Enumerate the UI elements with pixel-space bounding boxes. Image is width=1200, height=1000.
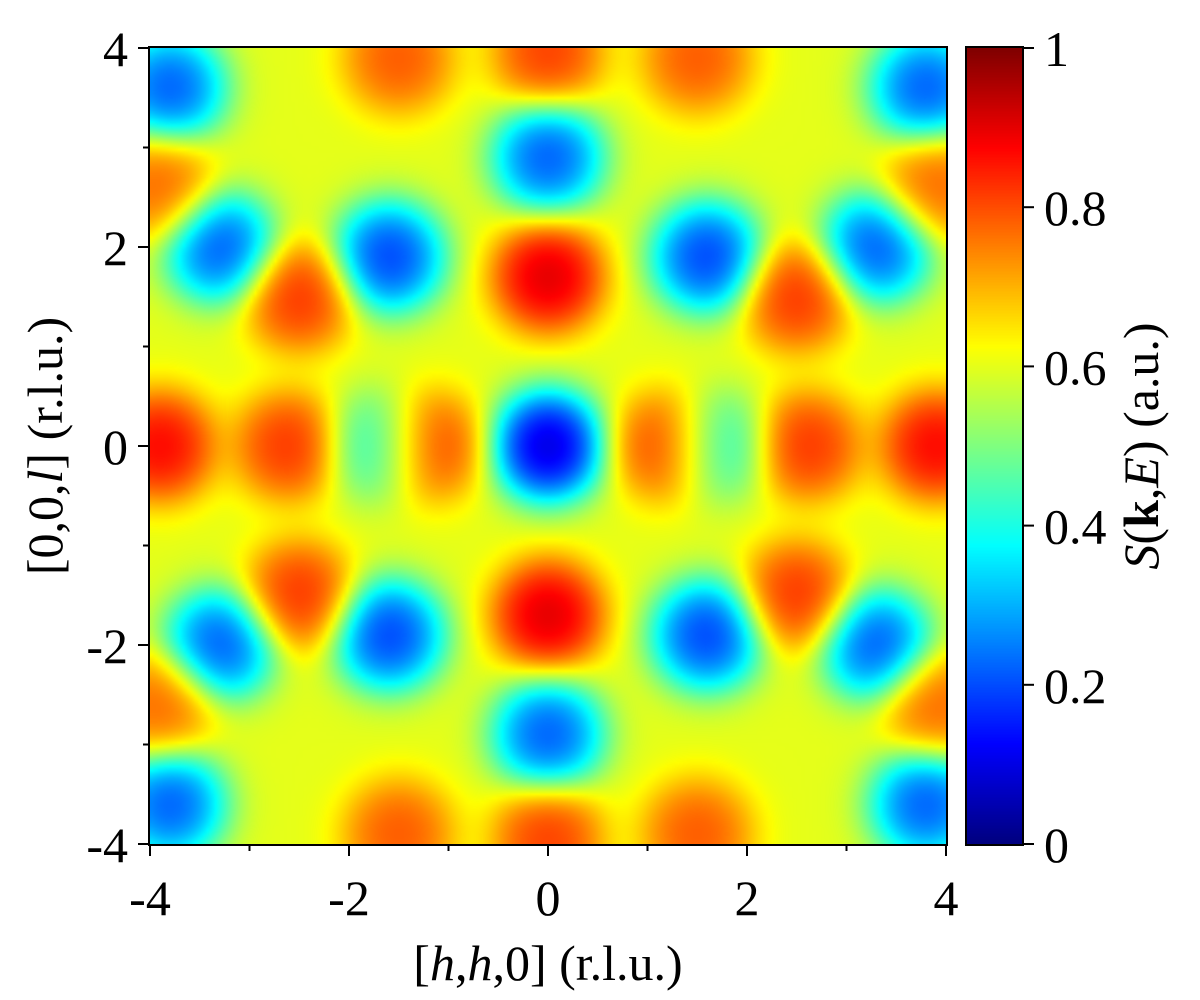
colorbar-frame [965,46,1024,846]
x-axis-label: [h,h,0] (r.l.u.) [413,935,682,991]
x-tick-label: 0 [536,870,561,926]
plot-frame [148,46,948,846]
colorbar-tick-label: 0.4 [1044,499,1107,555]
ticks-layer: -4 -2 0 2 4 4 2 0 -2 -4 1 0.8 0.6 0.4 0.2 0 [86,21,1106,926]
x-tick-label: -2 [328,870,370,926]
x-tick-label: 4 [934,870,959,926]
y-tick-label: 0 [103,419,128,475]
colorbar-tick-label: 1 [1044,21,1069,77]
y-tick-label: -4 [86,817,128,873]
colorbar-gradient [967,48,1022,844]
x-tick-label: -4 [129,870,171,926]
y-tick-label: -2 [86,618,128,674]
colorbar-label: S(k,E) (a.u.) [1113,322,1169,569]
heatmap-image [150,48,946,844]
colorbar-tick-label: 0 [1044,817,1069,873]
colorbar-tick-label: 0.8 [1044,180,1107,236]
y-tick-label: 4 [103,21,128,77]
y-axis-label: [0,0,l] (r.l.u.) [17,317,73,575]
colorbar-tick-label: 0.2 [1044,658,1107,714]
colorbar-tick-label: 0.6 [1044,339,1107,395]
y-tick-label: 2 [103,220,128,276]
x-tick-label: 2 [735,870,760,926]
